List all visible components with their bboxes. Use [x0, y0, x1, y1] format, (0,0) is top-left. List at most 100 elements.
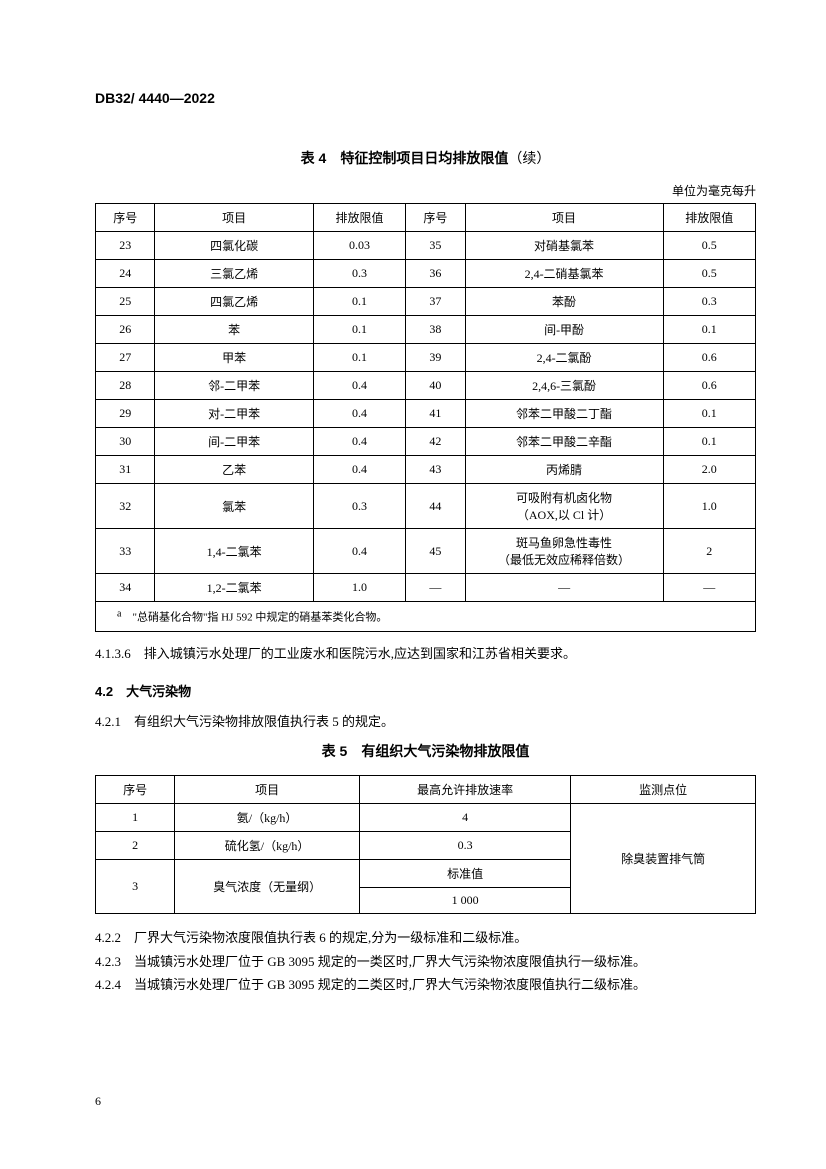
table4-title-text: 表 4 特征控制项目日均排放限值	[301, 150, 509, 166]
table4-cell: 30	[96, 428, 155, 456]
table4-cell: 0.3	[663, 288, 755, 316]
table4-cell: 0.1	[663, 428, 755, 456]
table4-cell: 苯	[155, 316, 313, 344]
table4-unit: 单位为毫克每升	[95, 182, 756, 199]
table4-cell: 40	[406, 372, 465, 400]
table4-cell: 31	[96, 456, 155, 484]
table4-cell: 26	[96, 316, 155, 344]
table4-cell: 0.5	[663, 260, 755, 288]
clause-423-num: 4.2.3	[95, 954, 121, 969]
footnote-text: "总硝基化合物"指 HJ 592 中规定的硝基苯类化合物。	[121, 612, 387, 624]
table5-header-row: 序号 项目 最高允许排放速率 监测点位	[96, 776, 756, 804]
table4-cell: —	[465, 574, 663, 602]
table4-row: 25四氯乙烯0.137苯酚0.3	[96, 288, 756, 316]
table4-cell: 33	[96, 529, 155, 574]
t5-r3-val: 1 000	[359, 888, 570, 914]
table4-cell: 邻-二甲苯	[155, 372, 313, 400]
t5-h3: 监测点位	[571, 776, 756, 804]
table4-title-suffix: （续）	[508, 150, 550, 166]
t5-r1c0: 1	[96, 804, 175, 832]
table4-cell: 2.0	[663, 456, 755, 484]
t5-h0: 序号	[96, 776, 175, 804]
table4-cell: 0.4	[313, 372, 405, 400]
t5-r1c2: 4	[359, 804, 570, 832]
t5-h1: 项目	[175, 776, 360, 804]
table4-cell: 41	[406, 400, 465, 428]
table4-cell: 35	[406, 232, 465, 260]
section-42-num: 4.2	[95, 684, 113, 699]
table4-h1: 项目	[155, 204, 313, 232]
t5-r3-label: 标准值	[359, 860, 570, 888]
table4-cell: 34	[96, 574, 155, 602]
table4-row: 28邻-二甲苯0.4402,4,6-三氯酚0.6	[96, 372, 756, 400]
table4-cell: 42	[406, 428, 465, 456]
table4-row: 341,2-二氯苯1.0———	[96, 574, 756, 602]
table4-row: 29对-二甲苯0.441邻苯二甲酸二丁酯0.1	[96, 400, 756, 428]
table4-header-row: 序号 项目 排放限值 序号 项目 排放限值	[96, 204, 756, 232]
table4-cell: 38	[406, 316, 465, 344]
table4-cell: 0.3	[313, 260, 405, 288]
t5-r2c2: 0.3	[359, 832, 570, 860]
table4-cell: 丙烯腈	[465, 456, 663, 484]
t5-r1c1: 氨/（kg/h）	[175, 804, 360, 832]
table4-cell: 对硝基氯苯	[465, 232, 663, 260]
table4-cell: 0.3	[313, 484, 405, 529]
table4-cell: 0.1	[313, 288, 405, 316]
table4-row: 30间-二甲苯0.442邻苯二甲酸二辛酯0.1	[96, 428, 756, 456]
t5-h2: 最高允许排放速率	[359, 776, 570, 804]
table4-row: 24三氯乙烯0.3362,4-二硝基氯苯0.5	[96, 260, 756, 288]
table4-cell: 43	[406, 456, 465, 484]
table4-cell: 0.4	[313, 456, 405, 484]
t5-monitor: 除臭装置排气筒	[571, 804, 756, 914]
table5: 序号 项目 最高允许排放速率 监测点位 1 氨/（kg/h） 4 除臭装置排气筒…	[95, 775, 756, 914]
table4-cell: 1.0	[663, 484, 755, 529]
table4-cell: 可吸附有机卤化物（AOX,以 Cl 计）	[465, 484, 663, 529]
table4-cell: 0.4	[313, 428, 405, 456]
table4-cell: 间-甲酚	[465, 316, 663, 344]
table4-row: 26苯0.138间-甲酚0.1	[96, 316, 756, 344]
table4-cell: 邻苯二甲酸二辛酯	[465, 428, 663, 456]
table4-h4: 项目	[465, 204, 663, 232]
table4-cell: 2,4-二氯酚	[465, 344, 663, 372]
clause-422: 4.2.2 厂界大气污染物浓度限值执行表 6 的规定,分为一级标准和二级标准。	[95, 926, 756, 949]
table4-cell: 对-二甲苯	[155, 400, 313, 428]
table4-cell: 2,4-二硝基氯苯	[465, 260, 663, 288]
table4-title: 表 4 特征控制项目日均排放限值（续）	[95, 148, 756, 168]
table4-cell: 32	[96, 484, 155, 529]
table4-footnote-row: a "总硝基化合物"指 HJ 592 中规定的硝基苯类化合物。	[96, 602, 756, 632]
table4-cell: 24	[96, 260, 155, 288]
table4-cell: 1.0	[313, 574, 405, 602]
table4-cell: 2	[663, 529, 755, 574]
table5-title: 表 5 有组织大气污染物排放限值	[95, 741, 756, 761]
section-42-title: 大气污染物	[113, 684, 191, 699]
table4-h2: 排放限值	[313, 204, 405, 232]
clause-424-num: 4.2.4	[95, 977, 121, 992]
table4-cell: 27	[96, 344, 155, 372]
table4-footnote: a "总硝基化合物"指 HJ 592 中规定的硝基苯类化合物。	[96, 602, 756, 632]
table4-row: 331,4-二氯苯0.445斑马鱼卵急性毒性（最低无效应稀释倍数）2	[96, 529, 756, 574]
table4-row: 27甲苯0.1392,4-二氯酚0.6	[96, 344, 756, 372]
clause-424: 4.2.4 当城镇污水处理厂位于 GB 3095 规定的二类区时,厂界大气污染物…	[95, 973, 756, 996]
t5-r2c0: 2	[96, 832, 175, 860]
table4-h0: 序号	[96, 204, 155, 232]
table4-cell: 37	[406, 288, 465, 316]
table4-cell: 0.1	[663, 400, 755, 428]
clause-421-text: 有组织大气污染物排放限值执行表 5 的规定。	[121, 714, 394, 729]
table4-cell: 45	[406, 529, 465, 574]
table4-cell: 0.6	[663, 344, 755, 372]
table4-cell: 三氯乙烯	[155, 260, 313, 288]
table4-h3: 序号	[406, 204, 465, 232]
footnote-marker: a	[106, 612, 121, 624]
table4-cell: 25	[96, 288, 155, 316]
table4-row: 32氯苯0.344可吸附有机卤化物（AOX,以 Cl 计）1.0	[96, 484, 756, 529]
table4-cell: 23	[96, 232, 155, 260]
table4-cell: 0.4	[313, 400, 405, 428]
table4-cell: 44	[406, 484, 465, 529]
table4-cell: 氯苯	[155, 484, 313, 529]
table4-cell: 0.1	[313, 316, 405, 344]
table4-cell: —	[663, 574, 755, 602]
clause-422-text: 厂界大气污染物浓度限值执行表 6 的规定,分为一级标准和二级标准。	[121, 930, 527, 945]
table4-h5: 排放限值	[663, 204, 755, 232]
clause-421: 4.2.1 有组织大气污染物排放限值执行表 5 的规定。	[95, 710, 756, 733]
table4-cell: 36	[406, 260, 465, 288]
